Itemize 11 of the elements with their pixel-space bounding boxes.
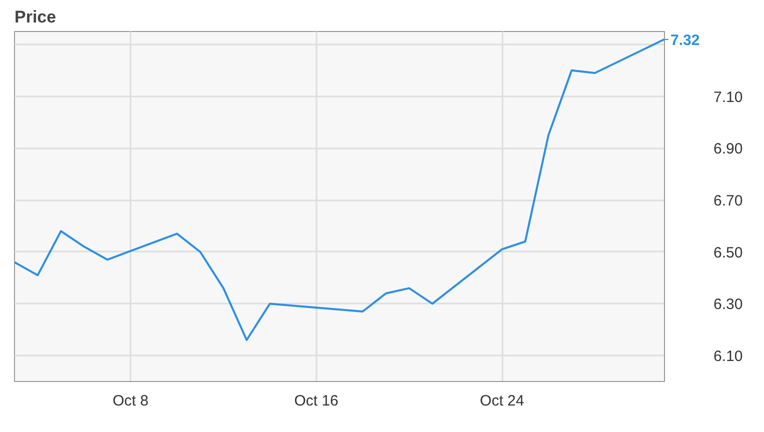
y-tick-label: 7.10 xyxy=(714,88,743,106)
x-tick-label: Oct 24 xyxy=(480,392,524,410)
y-tick-label: 6.70 xyxy=(714,192,743,210)
y-tick-label: 6.90 xyxy=(714,140,743,158)
x-tick-label: Oct 8 xyxy=(112,392,149,410)
y-tick-label: 6.50 xyxy=(714,244,743,262)
chart-title: Price xyxy=(14,8,56,26)
annotation: 7.32 xyxy=(670,32,700,49)
y-tick-label: 6.10 xyxy=(714,348,743,366)
y-tick-label: 6.30 xyxy=(714,296,743,314)
x-tick-label: Oct 16 xyxy=(294,392,338,410)
